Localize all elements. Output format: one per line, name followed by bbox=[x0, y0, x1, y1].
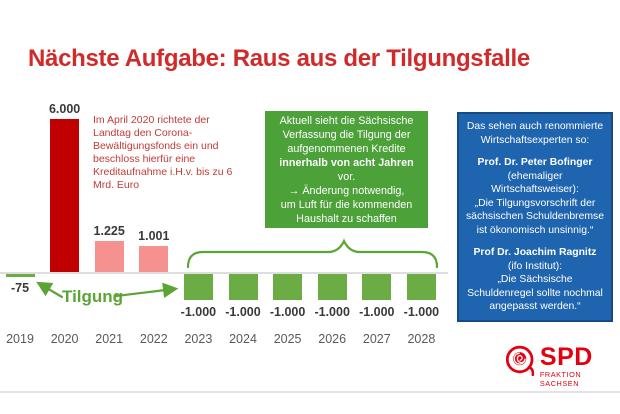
expert1-name: Prof. Dr. Peter Bofinger bbox=[477, 157, 593, 169]
value-label-2022: 1.001 bbox=[138, 229, 170, 243]
year-label-2021: 2021 bbox=[95, 332, 124, 346]
value-label-2028: -1.000 bbox=[403, 305, 440, 319]
green-box-line: um Luft für die kommenden bbox=[280, 198, 413, 211]
credit-note: Im April 2020 richtete der Landtag den C… bbox=[93, 114, 233, 191]
value-label-2019: -75 bbox=[10, 281, 30, 295]
expert2-role: (ifo Institut): bbox=[507, 260, 563, 272]
value-label-2021: 1.225 bbox=[93, 224, 125, 238]
footer-divider bbox=[0, 391, 620, 393]
year-label-2028: 2028 bbox=[407, 332, 436, 346]
bar-2019 bbox=[5, 274, 35, 277]
value-label-2027: -1.000 bbox=[359, 305, 395, 319]
year-label-2022: 2022 bbox=[139, 332, 168, 346]
slide-title: Nächste Aufgabe: Raus aus der Tilgungsfa… bbox=[28, 45, 530, 72]
year-label-2023: 2023 bbox=[184, 332, 213, 346]
spd-logo: SPD FRAKTION SACHSEN bbox=[505, 344, 620, 388]
expert2-quote: „Die Sächsische Schuldenregel sollte noc… bbox=[467, 274, 603, 313]
bar-2028 bbox=[406, 274, 436, 300]
year-label-2019: 2019 bbox=[6, 332, 34, 346]
chart-baseline-axis bbox=[0, 272, 448, 274]
value-label-2024: -1.000 bbox=[225, 305, 261, 319]
spd-logo-text: SPD FRAKTION SACHSEN bbox=[540, 344, 620, 388]
value-label-2023: -1.000 bbox=[180, 305, 217, 319]
brace-2023-2028 bbox=[186, 238, 439, 269]
bar-2024 bbox=[228, 274, 258, 300]
expert1-quote: „Die Tilgungsvorschrift der sächsischen … bbox=[465, 197, 605, 236]
expert1-role: (ehemaliger Wirtschaftsweiser): bbox=[491, 170, 579, 196]
bar-2023 bbox=[183, 274, 213, 300]
spd-wordmark: SPD bbox=[539, 343, 593, 371]
value-label-2026: -1.000 bbox=[314, 305, 350, 319]
green-box-line: Haushalt zu schaffen bbox=[296, 212, 397, 225]
year-label-2024: 2024 bbox=[229, 332, 257, 346]
tilgung-arrow-left-icon bbox=[36, 281, 64, 299]
blue-experts-box: Das sehen auch renommierte Wirtschaftsex… bbox=[457, 112, 613, 322]
year-label-2025: 2025 bbox=[273, 332, 302, 346]
tilgung-arrow-right-icon bbox=[114, 282, 179, 298]
bar-2021 bbox=[94, 241, 124, 272]
green-box-bold-text: innerhalb von acht Jahren bbox=[279, 156, 414, 169]
experts-intro: Das sehen auch renommierte Wirtschaftsex… bbox=[466, 121, 604, 146]
spd-rose-icon bbox=[505, 345, 535, 377]
bar-2025 bbox=[273, 274, 303, 300]
green-info-box: Aktuell sieht die Sächsische Verfassung … bbox=[265, 111, 428, 228]
bar-2026 bbox=[317, 274, 347, 300]
bar-2022 bbox=[139, 246, 169, 272]
bar-2027 bbox=[362, 274, 392, 300]
value-label-2020: 6.000 bbox=[48, 102, 81, 116]
green-box-paragraph-1: Aktuell sieht die Sächsische Verfassung … bbox=[273, 114, 420, 184]
bar-2020 bbox=[50, 119, 80, 272]
green-box-text: Aktuell sieht die Sächsische Verfassung … bbox=[279, 114, 414, 155]
value-label-2025: -1.000 bbox=[269, 305, 306, 319]
expert2-name: Prof Dr. Joachim Ragnitz bbox=[473, 247, 597, 259]
spd-subtitle: FRAKTION SACHSEN bbox=[539, 370, 582, 388]
green-box-paragraph-2: → Änderung notwendig, um Luft für die ko… bbox=[273, 184, 420, 226]
year-label-2026: 2026 bbox=[318, 332, 347, 346]
tilgung-label: Tilgung bbox=[62, 287, 124, 306]
year-label-2020: 2020 bbox=[50, 332, 79, 346]
green-box-text-end: vor. bbox=[337, 170, 356, 183]
green-box-line: → Änderung notwendig, bbox=[288, 184, 405, 197]
year-label-2027: 2027 bbox=[362, 332, 391, 346]
